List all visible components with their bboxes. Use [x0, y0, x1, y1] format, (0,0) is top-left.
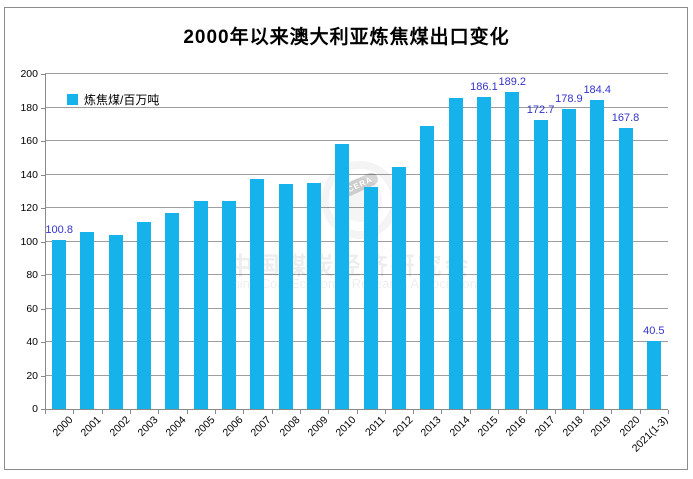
- x-tick-0: [45, 410, 46, 414]
- y-axis-label-200: 200: [20, 68, 38, 80]
- y-axis-line: [45, 74, 46, 410]
- x-tick-7: [243, 410, 245, 414]
- data-label-2021(1-3): 40.5: [643, 325, 665, 338]
- y-tick-180: [41, 107, 45, 109]
- x-tick-3: [129, 410, 131, 414]
- bar-2000: [52, 240, 67, 409]
- x-tick-11: [356, 410, 358, 414]
- gridline-80: [45, 274, 668, 275]
- x-tick-10: [328, 410, 330, 414]
- bar-2020: [618, 127, 633, 409]
- x-tick-9: [299, 410, 301, 414]
- y-tick-120: [41, 208, 45, 209]
- bar-2006: [222, 201, 237, 409]
- y-tick-40: [41, 342, 45, 343]
- bar-2010: [335, 144, 350, 409]
- y-tick-200: [41, 74, 45, 75]
- x-axis-line: [41, 409, 668, 410]
- x-tick-6: [214, 410, 216, 414]
- bar-2005: [193, 200, 208, 409]
- image-border: [4, 7, 688, 470]
- x-tick-14: [441, 410, 443, 414]
- bar-2019: [590, 100, 605, 409]
- y-tick-20: [41, 375, 45, 377]
- y-axis-label-140: 140: [20, 168, 38, 181]
- data-label-2015: 186.1: [470, 81, 498, 94]
- bar-2021(1-3): [646, 341, 661, 409]
- x-tick-15: [469, 410, 471, 414]
- x-tick-8: [271, 410, 273, 414]
- bar-2018: [561, 109, 576, 409]
- bar-2001: [80, 231, 95, 409]
- bar-2003: [137, 222, 152, 409]
- x-tick-2: [101, 410, 103, 414]
- y-tick-60: [41, 308, 45, 310]
- bar-2009: [307, 183, 322, 409]
- bar-2015: [476, 97, 491, 409]
- bar-2008: [278, 184, 293, 409]
- data-label-2018: 178.9: [555, 93, 583, 106]
- x-tick-20: [611, 410, 613, 414]
- bar-2007: [250, 178, 265, 409]
- gridline-120: [45, 207, 668, 208]
- bar-2017: [533, 119, 548, 409]
- x-tick-1: [73, 410, 75, 414]
- plot-area: 100.8 186.1 189.2 172.7 178.9 184.4 167.8 40.5: [45, 73, 668, 409]
- y-tick-80: [41, 275, 45, 276]
- legend-label: 炼焦煤/百万吨: [84, 92, 160, 107]
- gridline-20: [45, 374, 668, 376]
- gridline-40: [45, 341, 668, 342]
- gridline-100: [45, 240, 668, 242]
- legend-marker-icon: [67, 93, 78, 105]
- data-label-2019: 184.4: [583, 84, 611, 97]
- bar-2004: [165, 213, 180, 409]
- gridline-140: [45, 173, 668, 175]
- x-tick-18: [554, 410, 556, 414]
- x-tick-12: [384, 410, 386, 414]
- x-tick-16: [498, 410, 500, 414]
- bar-2012: [391, 166, 406, 409]
- legend: 炼焦煤/百万吨: [67, 92, 160, 107]
- x-tick-21: [639, 410, 641, 414]
- y-axis-label-80: 80: [26, 269, 38, 281]
- x-tick-13: [413, 410, 415, 414]
- x-tick-22: [668, 410, 669, 414]
- gridline-180: [45, 106, 668, 108]
- y-axis-label-120: 120: [20, 202, 38, 214]
- x-tick-17: [526, 410, 528, 414]
- data-label-2017: 172.7: [526, 103, 555, 116]
- bar-2002: [108, 234, 123, 409]
- y-axis-label-180: 180: [20, 101, 38, 114]
- bar-2011: [363, 186, 378, 409]
- x-tick-19: [583, 410, 585, 414]
- bar-2016: [505, 92, 520, 409]
- x-tick-5: [186, 410, 188, 414]
- bar-2013: [420, 125, 435, 409]
- y-tick-160: [41, 141, 45, 142]
- x-tick-4: [158, 410, 160, 414]
- gridline-200: [45, 73, 668, 74]
- gridline-60: [45, 307, 668, 309]
- y-tick-140: [41, 174, 45, 176]
- data-label-2020: 167.8: [611, 111, 640, 124]
- y-axis-label-160: 160: [20, 135, 38, 147]
- data-label-2016: 189.2: [498, 76, 527, 89]
- y-tick-100: [41, 241, 45, 243]
- y-axis-label-40: 40: [26, 336, 38, 348]
- chart-title: 2000年以来澳大利亚炼焦煤出口变化: [183, 27, 510, 48]
- y-axis-label-0: 0: [32, 403, 38, 415]
- data-label-2000: 100.8: [45, 224, 73, 237]
- bar-2014: [448, 97, 463, 409]
- y-axis-label-20: 20: [26, 369, 38, 382]
- y-axis-label-100: 100: [20, 235, 38, 248]
- gridline-160: [45, 140, 668, 141]
- y-axis-label-60: 60: [26, 302, 38, 315]
